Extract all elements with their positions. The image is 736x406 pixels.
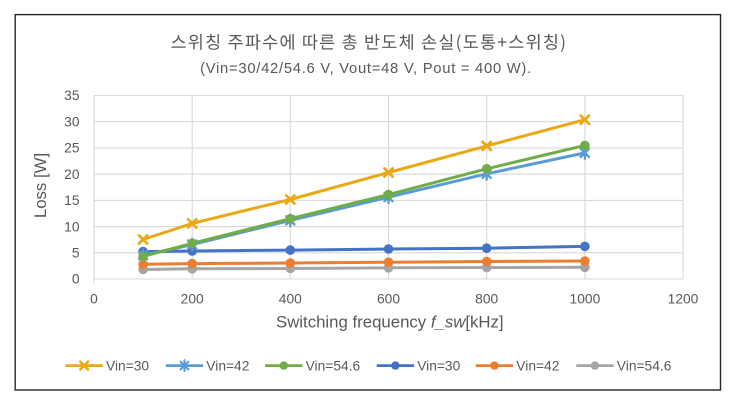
svg-text:Vin=54.6: Vin=54.6 (617, 358, 672, 373)
svg-text:35: 35 (64, 88, 80, 103)
svg-text:15: 15 (64, 193, 80, 208)
svg-text:Loss [W]: Loss [W] (31, 153, 50, 218)
svg-text:20: 20 (64, 167, 80, 182)
svg-text:Vin=30: Vin=30 (106, 358, 149, 373)
svg-text:Switching frequency f_sw[kHz]: Switching frequency f_sw[kHz] (276, 313, 504, 332)
svg-text:(Vin=30/42/54.6 V, Vout=48 V,: (Vin=30/42/54.6 V, Vout=48 V, Pout = 400… (200, 61, 532, 77)
svg-text:25: 25 (64, 141, 80, 156)
svg-text:Vin=54.6: Vin=54.6 (306, 358, 361, 373)
svg-text:200: 200 (181, 291, 204, 306)
svg-text:0: 0 (72, 272, 80, 287)
svg-text:10: 10 (64, 219, 80, 234)
svg-text:0: 0 (90, 291, 98, 306)
svg-text:800: 800 (475, 291, 498, 306)
svg-text:400: 400 (279, 291, 302, 306)
svg-text:1200: 1200 (668, 291, 699, 306)
svg-text:Vin=42: Vin=42 (516, 358, 559, 373)
svg-text:Vin=30: Vin=30 (417, 358, 460, 373)
svg-text:600: 600 (377, 291, 400, 306)
svg-text:1000: 1000 (570, 291, 601, 306)
svg-text:5: 5 (72, 246, 80, 261)
svg-text:Vin=42: Vin=42 (206, 358, 249, 373)
svg-text:30: 30 (64, 114, 80, 129)
